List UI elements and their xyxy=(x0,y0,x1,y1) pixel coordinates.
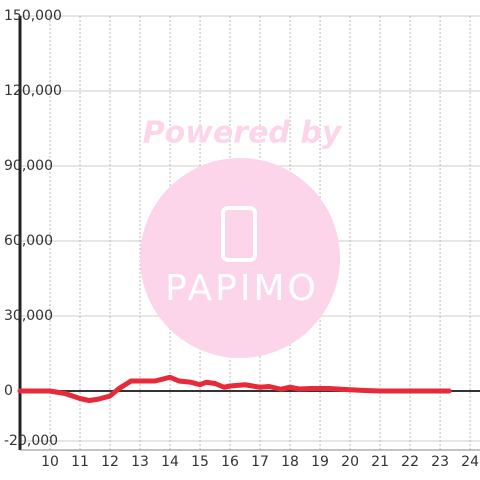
x-tick-label: 21 xyxy=(371,454,389,470)
x-tick-label: 19 xyxy=(311,454,329,470)
watermark-text: Powered by xyxy=(143,116,343,151)
series-line xyxy=(17,374,452,403)
x-tick-label: 23 xyxy=(431,454,449,470)
x-tick-label: 20 xyxy=(341,454,359,470)
y-tick-label: 60,000 xyxy=(4,233,53,249)
y-tick-label: 120,000 xyxy=(4,83,62,99)
x-tick-label: 17 xyxy=(251,454,269,470)
y-tick-label: 0 xyxy=(4,383,13,399)
x-tick-label: 16 xyxy=(221,454,239,470)
y-tick-label: 150,000 xyxy=(4,8,62,24)
x-tick-label: 24 xyxy=(461,454,479,470)
watermark-phone xyxy=(221,206,257,262)
x-tick-label: 15 xyxy=(191,454,209,470)
x-tick-label: 13 xyxy=(131,454,149,470)
y-tick-label: 90,000 xyxy=(4,158,53,174)
x-tick-label: 22 xyxy=(401,454,419,470)
watermark: Powered by PAPIMO xyxy=(140,116,343,358)
x-tick-label: 10 xyxy=(41,454,59,470)
x-tick-label: 12 xyxy=(101,454,119,470)
x-tick-label: 18 xyxy=(281,454,299,470)
x-tick-label: 14 xyxy=(161,454,179,470)
watermark-logo: PAPIMO xyxy=(165,268,319,309)
x-tick-label: 11 xyxy=(71,454,89,470)
y-tick-label: -20,000 xyxy=(4,433,58,449)
y-tick-label: 30,000 xyxy=(4,308,53,324)
